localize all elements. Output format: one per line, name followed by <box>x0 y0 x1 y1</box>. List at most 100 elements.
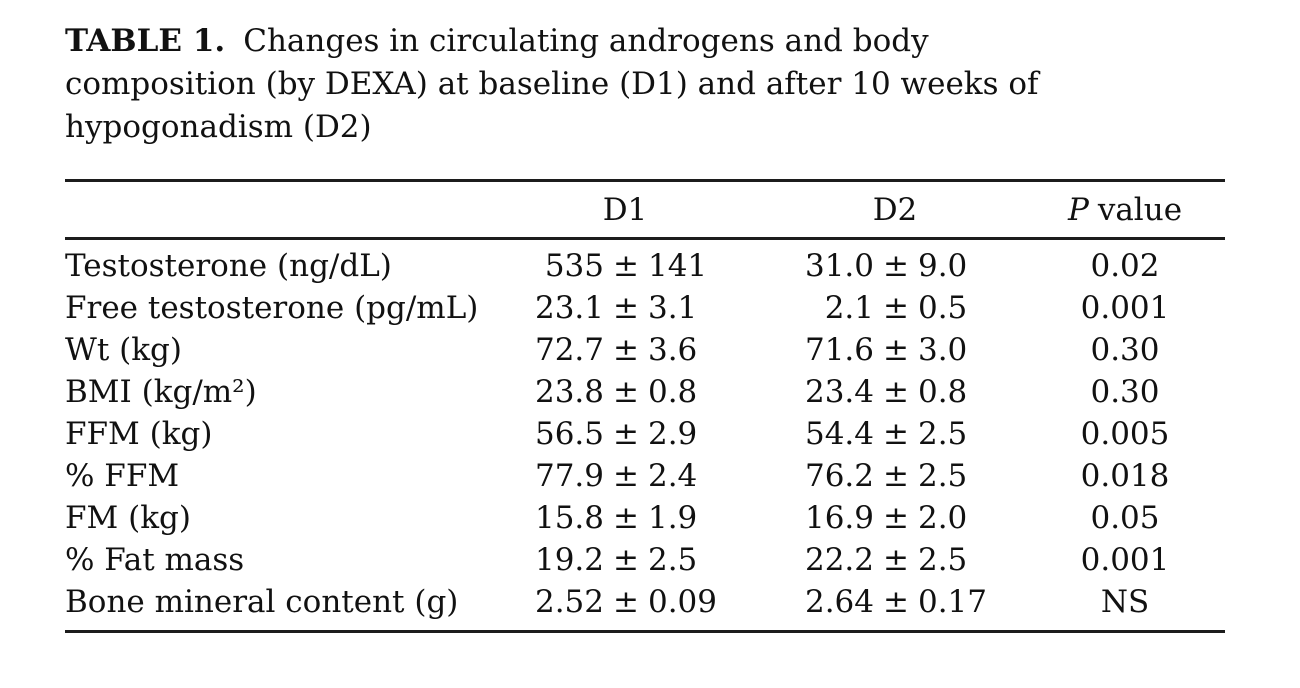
plus-minus-sign: ± <box>613 374 639 410</box>
d2-sd-value: 2.0 <box>917 500 968 536</box>
p-value: 0.02 <box>1090 248 1160 284</box>
plus-minus-sign: ± <box>613 332 639 368</box>
p-value: 0.30 <box>1090 374 1160 410</box>
p-value: NS <box>1100 584 1150 620</box>
p-value: 0.018 <box>1080 458 1170 494</box>
d2-value-cell: 31.0 ±9.0 <box>765 239 1025 288</box>
d2-mean-value: 2.64 <box>804 584 874 620</box>
plus-minus-sign: ± <box>613 500 639 536</box>
d2-sd-value: 0.5 <box>917 290 968 326</box>
table-caption: TABLE 1. Changes in circulating androgens… <box>65 20 1185 149</box>
d2-value-cell: 2.64 ±0.17 <box>765 581 1025 632</box>
header-parameter <box>65 180 485 240</box>
row-label: Testosterone (ng/dL) <box>65 248 392 284</box>
paper-page: TABLE 1. Changes in circulating androgens… <box>65 20 1225 633</box>
row-label: Wt (kg) <box>65 332 182 368</box>
row-label: % Fat mass <box>65 542 245 578</box>
plus-minus-sign: ± <box>883 458 909 494</box>
d1-value-cell: 23.8 ±0.8 <box>485 371 765 413</box>
plus-minus-sign: ± <box>613 584 639 620</box>
table-row: FFM (kg) 56.5 ±2.9 54.4 ±2.5 0.005 <box>65 413 1225 455</box>
d1-value-cell: 77.9 ±2.4 <box>485 455 765 497</box>
d2-sd-value: 2.5 <box>917 458 968 494</box>
d2-mean-value: 23.4 <box>804 374 874 410</box>
d2-value-cell: 54.4 ±2.5 <box>765 413 1025 455</box>
d1-sd-value: 3.1 <box>647 290 698 326</box>
row-label: FM (kg) <box>65 500 191 536</box>
d1-value-cell: 72.7 ±3.6 <box>485 329 765 371</box>
d2-mean-value: 2.1 <box>824 290 874 326</box>
p-value: 0.30 <box>1090 332 1160 368</box>
p-value: 0.05 <box>1090 500 1160 536</box>
table-row: Bone mineral content (g) 2.52 ±0.09 2.64 ±0.… <box>65 581 1225 632</box>
row-label: Free testosterone (pg/mL) <box>65 290 479 326</box>
d1-sd-value: 2.5 <box>647 542 698 578</box>
row-label: Bone mineral content (g) <box>65 584 459 620</box>
plus-minus-sign: ± <box>613 248 639 284</box>
row-label: FFM (kg) <box>65 416 213 452</box>
d1-value-cell: 2.52 ±0.09 <box>485 581 765 632</box>
d1-value-cell: 535 ±141 <box>485 239 765 288</box>
plus-minus-sign: ± <box>883 332 909 368</box>
header-d1: D1 <box>485 180 765 240</box>
d2-value-cell: 2.1 ±0.5 <box>765 287 1025 329</box>
plus-minus-sign: ± <box>883 542 909 578</box>
d1-sd-value: 141 <box>647 248 708 284</box>
d1-value-cell: 23.1 ±3.1 <box>485 287 765 329</box>
plus-minus-sign: ± <box>883 290 909 326</box>
table-row: Testosterone (ng/dL) 535 ±141 31.0 ±9.0 0.02 <box>65 239 1225 288</box>
d1-value-cell: 56.5 ±2.9 <box>485 413 765 455</box>
d1-sd-value: 2.4 <box>647 458 698 494</box>
table-row: % FFM 77.9 ±2.4 76.2 ±2.5 0.018 <box>65 455 1225 497</box>
d1-sd-value: 3.6 <box>647 332 698 368</box>
table-row: BMI (kg/m²) 23.8 ±0.8 23.4 ±0.8 0.30 <box>65 371 1225 413</box>
d2-value-cell: 22.2 ±2.5 <box>765 539 1025 581</box>
p-value: 0.001 <box>1080 290 1170 326</box>
d1-mean-value: 19.2 <box>534 542 604 578</box>
d1-value-cell: 19.2 ±2.5 <box>485 539 765 581</box>
plus-minus-sign: ± <box>883 374 909 410</box>
row-label: % FFM <box>65 458 180 494</box>
header-d2: D2 <box>765 180 1025 240</box>
header-p-symbol: P <box>1067 191 1089 228</box>
d2-mean-value: 76.2 <box>804 458 874 494</box>
table-row: FM (kg) 15.8 ±1.9 16.9 ±2.0 0.05 <box>65 497 1225 539</box>
plus-minus-sign: ± <box>613 542 639 578</box>
d2-sd-value: 2.5 <box>917 416 968 452</box>
d1-sd-value: 0.8 <box>647 374 698 410</box>
d2-value-cell: 16.9 ±2.0 <box>765 497 1025 539</box>
plus-minus-sign: ± <box>613 416 639 452</box>
d1-mean-value: 23.1 <box>534 290 604 326</box>
plus-minus-sign: ± <box>883 416 909 452</box>
table-row: % Fat mass 19.2 ±2.5 22.2 ±2.5 0.001 <box>65 539 1225 581</box>
d1-mean-value: 2.52 <box>534 584 604 620</box>
d2-sd-value: 9.0 <box>917 248 968 284</box>
d1-sd-value: 0.09 <box>647 584 718 620</box>
plus-minus-sign: ± <box>883 500 909 536</box>
d2-mean-value: 22.2 <box>804 542 874 578</box>
row-label: BMI (kg/m²) <box>65 374 257 410</box>
table-row: Wt (kg) 72.7 ±3.6 71.6 ±3.0 0.30 <box>65 329 1225 371</box>
table-caption-text: Changes in circulating androgens and bod… <box>65 23 1039 145</box>
d2-value-cell: 76.2 ±2.5 <box>765 455 1025 497</box>
d1-mean-value: 77.9 <box>534 458 604 494</box>
header-p-word: value <box>1097 191 1183 228</box>
d2-mean-value: 54.4 <box>804 416 874 452</box>
d1-sd-value: 2.9 <box>647 416 698 452</box>
d1-mean-value: 535 <box>544 248 604 284</box>
d1-value-cell: 15.8 ±1.9 <box>485 497 765 539</box>
d1-mean-value: 56.5 <box>534 416 604 452</box>
d1-mean-value: 23.8 <box>534 374 604 410</box>
plus-minus-sign: ± <box>883 584 909 620</box>
d2-sd-value: 0.17 <box>917 584 988 620</box>
plus-minus-sign: ± <box>883 248 909 284</box>
d2-sd-value: 2.5 <box>917 542 968 578</box>
p-value: 0.005 <box>1080 416 1170 452</box>
d2-mean-value: 71.6 <box>804 332 874 368</box>
d2-value-cell: 71.6 ±3.0 <box>765 329 1025 371</box>
d2-mean-value: 31.0 <box>804 248 874 284</box>
d2-mean-value: 16.9 <box>804 500 874 536</box>
